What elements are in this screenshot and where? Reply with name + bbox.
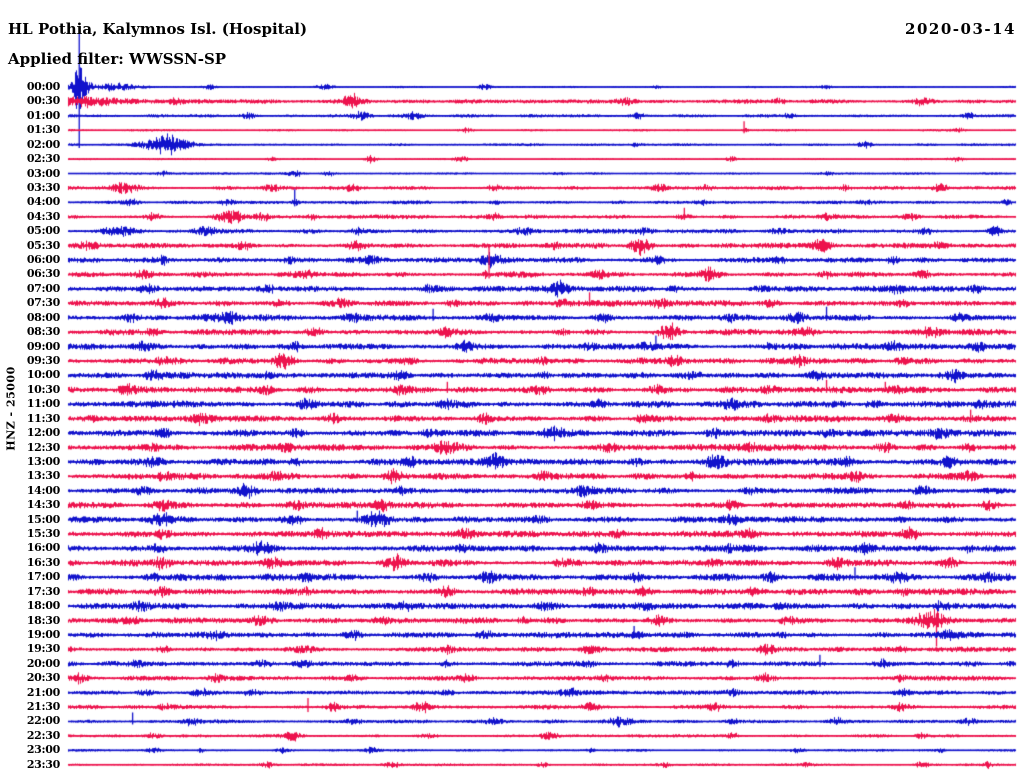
time-label: 19:00 — [26, 627, 60, 641]
time-label: 03:00 — [26, 166, 60, 180]
time-label: 17:30 — [26, 584, 60, 598]
time-label: 22:00 — [26, 714, 60, 728]
time-label: 15:00 — [26, 512, 60, 526]
time-label: 06:30 — [26, 267, 60, 281]
time-label: 21:30 — [26, 700, 60, 714]
time-label: 17:00 — [26, 570, 60, 584]
time-label: 08:30 — [26, 325, 60, 339]
time-label: 05:30 — [26, 238, 60, 252]
time-label: 20:00 — [26, 656, 60, 670]
time-label: 00:00 — [26, 80, 60, 93]
time-label: 03:30 — [26, 180, 60, 194]
time-label: 19:30 — [26, 642, 60, 656]
time-label: 07:00 — [26, 281, 60, 295]
time-label: 02:00 — [26, 137, 60, 151]
time-label: 23:00 — [26, 743, 60, 757]
time-label: 01:30 — [26, 123, 60, 137]
filter-label: Applied filter: WWSSN-SP — [8, 50, 227, 68]
time-label: 04:00 — [26, 195, 60, 209]
time-label: 05:00 — [26, 224, 60, 238]
time-label: 16:00 — [26, 541, 60, 555]
time-label: 00:30 — [26, 94, 60, 108]
time-label: 13:30 — [26, 469, 60, 483]
station-title: HL Pothia, Kalymnos Isl. (Hospital) — [8, 20, 308, 38]
time-label: 15:30 — [26, 527, 60, 541]
time-label: 14:00 — [26, 483, 60, 497]
time-label: 16:30 — [26, 555, 60, 569]
time-label: 20:30 — [26, 671, 60, 685]
time-label: 04:30 — [26, 209, 60, 223]
time-label: 21:00 — [26, 685, 60, 699]
time-label: 09:00 — [26, 339, 60, 353]
time-label: 12:30 — [26, 440, 60, 454]
time-label: 11:00 — [26, 397, 60, 411]
time-label: 12:00 — [26, 426, 60, 440]
time-label: 18:00 — [26, 599, 60, 613]
time-label: 02:30 — [26, 152, 60, 166]
time-label: 14:30 — [26, 498, 60, 512]
time-label: 09:30 — [26, 353, 60, 367]
time-label: 13:00 — [26, 454, 60, 468]
time-label: 22:30 — [26, 728, 60, 742]
time-label: 07:30 — [26, 296, 60, 310]
date-label: 2020-03-14 — [905, 20, 1016, 38]
time-label: 01:00 — [26, 108, 60, 122]
time-label: 10:30 — [26, 382, 60, 396]
time-label: 18:30 — [26, 613, 60, 627]
time-label: 08:00 — [26, 310, 60, 324]
time-label: 06:00 — [26, 253, 60, 267]
time-label: 11:30 — [26, 411, 60, 425]
time-label: 23:30 — [26, 757, 60, 771]
time-label: 10:00 — [26, 368, 60, 382]
